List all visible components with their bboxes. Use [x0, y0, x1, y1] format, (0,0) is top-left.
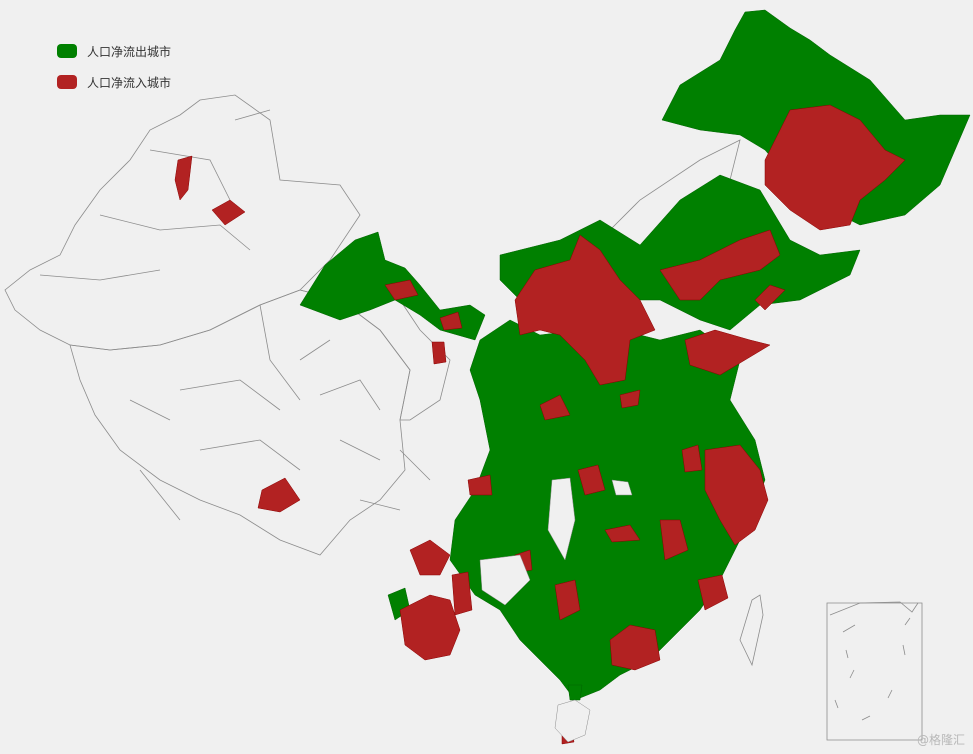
legend-swatch-outflow: [57, 44, 77, 58]
watermark: @格隆汇: [916, 733, 965, 747]
inflow-guizhou-west: [451, 571, 473, 616]
south-sea-box: [826, 602, 923, 741]
inflow-guizhou: [554, 579, 581, 621]
inflow-yunnan: [399, 594, 461, 661]
inflow-changsha: [604, 524, 641, 543]
south-sea-coast: [829, 601, 919, 616]
inflow-lanzhou: [431, 341, 447, 365]
inflow-karamay: [174, 155, 193, 201]
outflow-regions: [299, 9, 971, 701]
inflow-zhengzhou: [619, 389, 641, 409]
south-sea-islands: [834, 617, 911, 721]
xinjiang-outline: [4, 94, 361, 351]
legend: 人口净流出城市 人口净流入城市: [57, 42, 171, 104]
inflow-north: [514, 234, 656, 386]
legend-item-outflow[interactable]: 人口净流出城市: [57, 42, 171, 60]
inflow-urumqi: [211, 199, 246, 226]
inflow-yunnan-north: [409, 539, 451, 576]
inflow-yangtze-delta: [704, 444, 769, 546]
legend-item-inflow[interactable]: 人口净流入城市: [57, 73, 171, 91]
inflow-regions: [174, 104, 906, 745]
tibet-outline: [69, 289, 411, 556]
inflow-liaodong: [754, 284, 786, 311]
inflow-fujian: [697, 574, 729, 611]
inflow-pearl-delta: [609, 624, 661, 671]
inflow-northeast: [764, 104, 906, 231]
inflow-lhasa: [257, 477, 301, 513]
legend-label-outflow: 人口净流出城市: [87, 44, 172, 59]
inflow-hexi: [384, 279, 419, 301]
inflow-beijing-tianjin: [659, 229, 781, 301]
inflow-nanchang: [659, 519, 689, 561]
taiwan: [739, 594, 764, 667]
inflow-xian: [539, 394, 571, 421]
inflow-wuhan: [577, 464, 606, 496]
hubei-gap: [547, 477, 576, 561]
hainan-neck: [567, 684, 583, 701]
inflow-chengdu: [467, 474, 493, 496]
hainan-island: [554, 699, 591, 743]
inflow-gansu-mid: [439, 311, 463, 331]
no-data-regions: [479, 477, 633, 743]
central-region: [449, 319, 766, 701]
inflow-shandong: [684, 329, 771, 376]
inflow-hefei: [681, 444, 703, 473]
hunan-gap: [611, 479, 633, 496]
guangxi-gap: [479, 554, 531, 606]
legend-label-inflow: 人口净流入城市: [87, 75, 172, 90]
northwest-lines: [39, 109, 431, 521]
legend-swatch-inflow: [57, 75, 77, 89]
